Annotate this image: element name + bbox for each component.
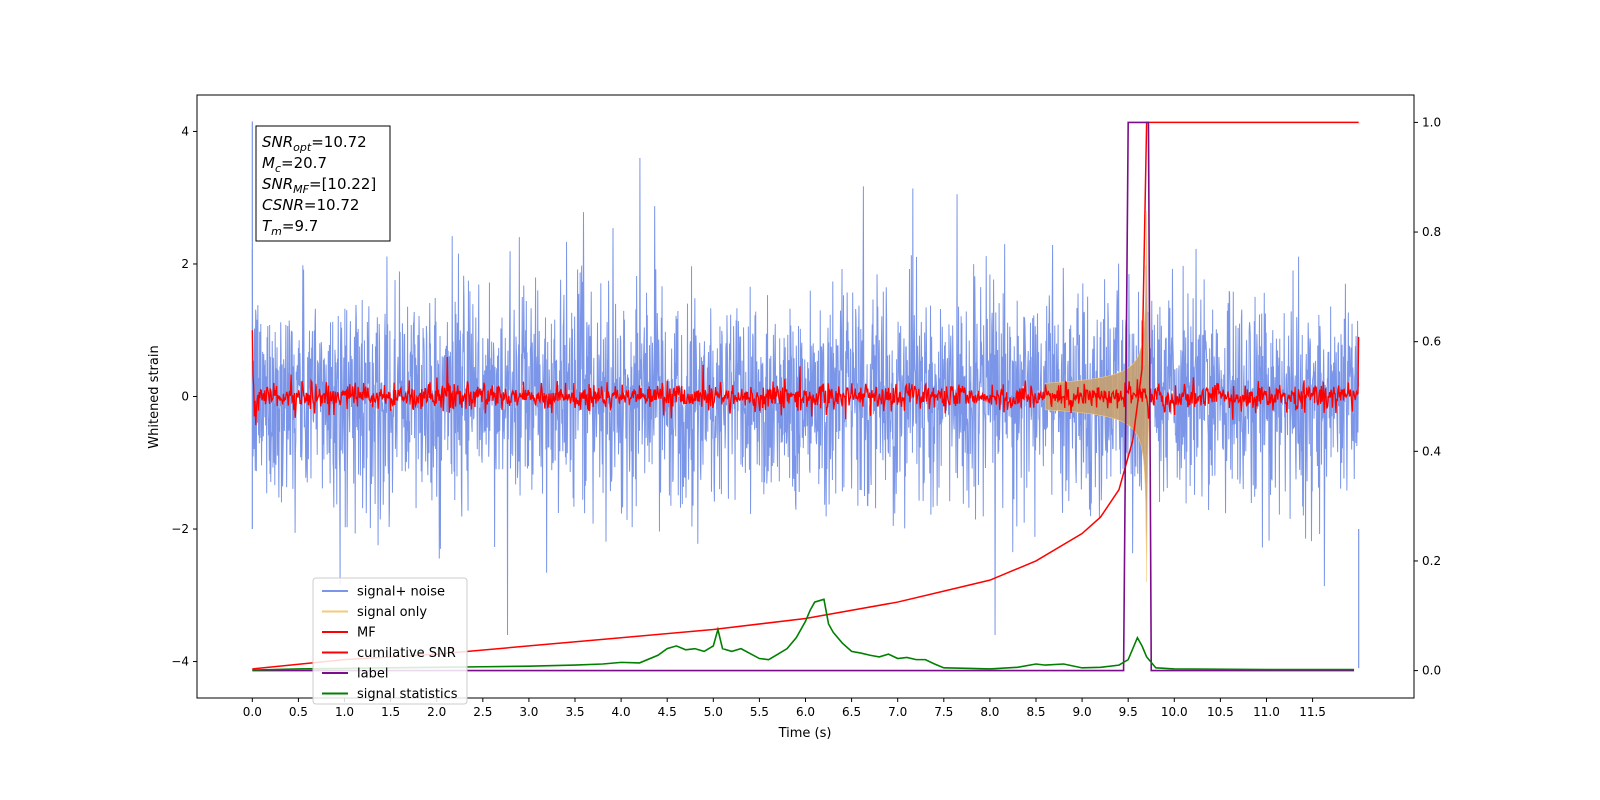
x-tick-label: 2.5 [473, 705, 492, 719]
y-tick-label: 0 [181, 390, 189, 404]
x-tick-label: 2.0 [427, 705, 446, 719]
annotation-line: SNRopt=10.72 [262, 133, 367, 154]
annotation-box: SNRopt=10.72Mc=20.7SNRMF=[10.22]CSNR=10.… [255, 125, 391, 242]
legend-entry-label: signal statistics [357, 687, 458, 702]
x-tick-label: 11.5 [1299, 705, 1326, 719]
legend-entry-label: signal only [357, 605, 427, 620]
x-tick-label: 6.5 [842, 705, 861, 719]
x-tick-label: 8.0 [980, 705, 999, 719]
annotation-line: SNRMF=[10.22] [262, 175, 376, 196]
series-mf [251, 330, 1360, 426]
annotation-line: Tm=9.7 [262, 217, 318, 238]
y-axis-label: Whitened strain [147, 345, 162, 448]
y2-tick-label: 1.0 [1422, 115, 1441, 129]
legend-entry-label: signal+ noise [357, 585, 445, 600]
y2-tick-label: 0.0 [1422, 664, 1441, 678]
x-tick-label: 9.5 [1119, 705, 1138, 719]
x-tick-label: 5.0 [704, 705, 723, 719]
x-tick-label: 7.5 [934, 705, 953, 719]
x-tick-label: 4.5 [658, 705, 677, 719]
x-tick-label: 8.5 [1026, 705, 1045, 719]
y2-tick-label: 0.8 [1422, 225, 1441, 239]
legend-entry-label: MF [357, 626, 376, 641]
legend: signal+ noise signal only MF cumilative SNR… [312, 577, 468, 705]
series-label [252, 121, 1355, 672]
series-signal-noise [251, 157, 1360, 636]
x-tick-label: 3.5 [565, 705, 584, 719]
x-tick-label: 3.0 [519, 705, 538, 719]
x-tick-label: 4.0 [612, 705, 631, 719]
annotation-line: CSNR=10.72 [262, 196, 359, 214]
y-tick-label: −2 [171, 522, 189, 536]
legend-entry-label: cumilative SNR [357, 646, 456, 661]
y2-tick-label: 0.4 [1422, 444, 1441, 458]
x-tick-label: 1.0 [335, 705, 354, 719]
annotation-line: Mc=20.7 [262, 154, 327, 175]
series-signal-statistics [252, 598, 1355, 671]
y-tick-label: −4 [171, 655, 189, 669]
series-cumulative-snr [252, 121, 1359, 670]
legend-entry-label: label [357, 667, 388, 682]
y2-tick-label: 0.2 [1422, 554, 1441, 568]
x-tick-label: 10.0 [1161, 705, 1188, 719]
x-tick-label: 10.5 [1207, 705, 1234, 719]
x-tick-label: 6.0 [796, 705, 815, 719]
x-tick-label: 5.5 [750, 705, 769, 719]
x-tick-label: 7.0 [888, 705, 907, 719]
x-tick-label: 1.5 [381, 705, 400, 719]
y-tick-label: 2 [181, 257, 189, 271]
x-tick-label: 0.0 [243, 705, 262, 719]
x-axis-label: Time (s) [778, 726, 832, 741]
y-tick-label: 4 [181, 124, 189, 138]
x-tick-label: 11.0 [1253, 705, 1280, 719]
x-tick-label: 9.0 [1073, 705, 1092, 719]
y2-tick-label: 0.6 [1422, 335, 1441, 349]
x-tick-label: 0.5 [289, 705, 308, 719]
